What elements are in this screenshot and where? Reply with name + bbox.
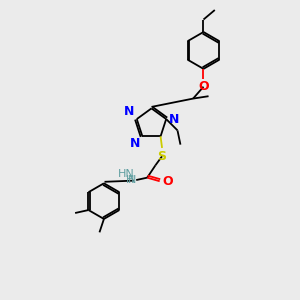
Text: O: O xyxy=(198,80,209,93)
Text: N: N xyxy=(128,175,136,185)
Text: N: N xyxy=(169,112,179,126)
Text: S: S xyxy=(158,150,166,163)
Text: N: N xyxy=(124,106,134,118)
Text: O: O xyxy=(162,175,173,188)
Text: H: H xyxy=(126,175,134,185)
Text: HN: HN xyxy=(118,169,135,179)
Text: N: N xyxy=(130,137,140,150)
